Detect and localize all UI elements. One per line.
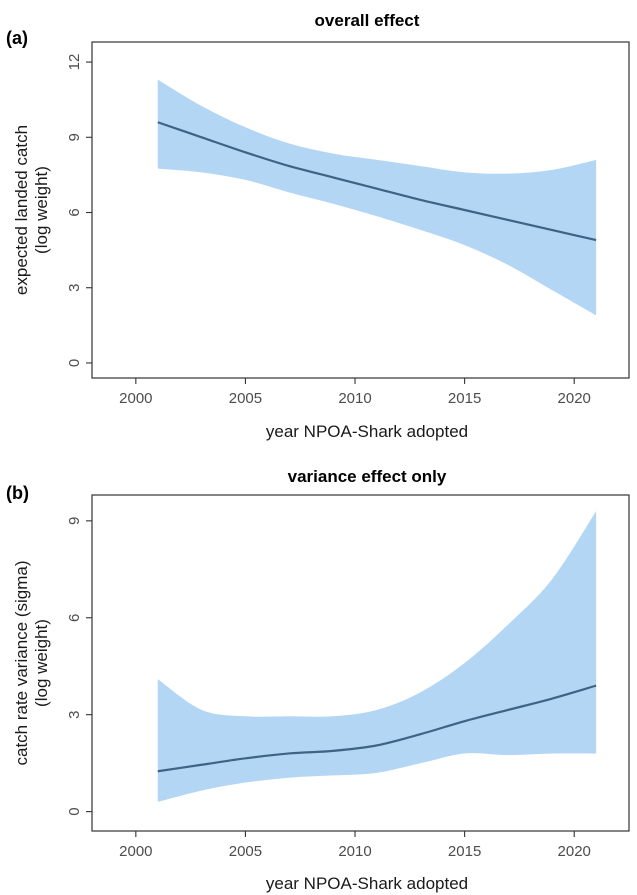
- panel-b-y-axis-title-line2: (log weight): [32, 619, 51, 707]
- panel-a-y-tick-label: 3: [66, 284, 83, 292]
- panel-b-confidence-band: [157, 511, 597, 802]
- panel-b-mean-line: [157, 684, 597, 773]
- panel-b-y-tick-label: 0: [66, 807, 83, 815]
- panel-a-x-tick-label: 2020: [558, 390, 591, 407]
- panel-b-x-tick-label: 2005: [229, 843, 262, 860]
- panel-b-y-axis-title-line1: catch rate variance (sigma): [12, 560, 31, 765]
- panel-b: (b) variance effect only 2000 2005 2010 201…: [6, 467, 630, 893]
- panel-a-y-axis-title-line2: (log weight): [32, 166, 51, 254]
- panel-b-y-axis: 0 3 6 9: [66, 517, 92, 816]
- panel-a: (a) overall effect 2000 2005 2010 2015 2020 …: [6, 11, 630, 441]
- panel-a-y-axis-title-line1: expected landed catch: [12, 125, 31, 295]
- panel-b-x-axis: 2000 2005 2010 2015 2020: [119, 831, 591, 860]
- panel-b-y-tick-label: 3: [66, 711, 83, 719]
- panel-b-x-tick-label: 2000: [119, 843, 152, 860]
- panel-b-x-tick-label: 2020: [558, 843, 591, 860]
- panel-a-plot-frame: [91, 41, 630, 379]
- panel-a-x-tick-label: 2015: [448, 390, 481, 407]
- panel-a-y-tick-label: 12: [66, 54, 83, 71]
- panel-a-title: overall effect: [315, 11, 420, 30]
- panel-b-x-tick-label: 2015: [448, 843, 481, 860]
- panel-a-x-tick-label: 2010: [338, 390, 371, 407]
- panel-b-y-tick-label: 6: [66, 614, 83, 622]
- panel-a-y-tick-label: 0: [66, 359, 83, 367]
- panel-a-y-tick-label: 6: [66, 208, 83, 216]
- panel-a-x-tick-label: 2005: [229, 390, 262, 407]
- panel-a-x-axis-title: year NPOA-Shark adopted: [266, 422, 468, 441]
- panel-a-x-axis: 2000 2005 2010 2015 2020: [119, 378, 591, 407]
- panel-a-tag: (a): [6, 28, 28, 48]
- panel-b-plot-frame: [91, 494, 630, 832]
- panel-b-tag: (b): [6, 483, 29, 503]
- panel-a-confidence-band: [157, 79, 597, 316]
- panel-a-y-tick-label: 9: [66, 133, 83, 141]
- panel-a-mean-line: [157, 121, 597, 242]
- panel-b-x-axis-title: year NPOA-Shark adopted: [266, 874, 468, 893]
- panel-a-x-tick-label: 2000: [119, 390, 152, 407]
- panel-b-x-tick-label: 2010: [338, 843, 371, 860]
- panel-b-y-tick-label: 9: [66, 517, 83, 525]
- panel-b-title: variance effect only: [288, 467, 447, 486]
- panel-a-y-axis: 0 3 6 9 12: [66, 54, 92, 367]
